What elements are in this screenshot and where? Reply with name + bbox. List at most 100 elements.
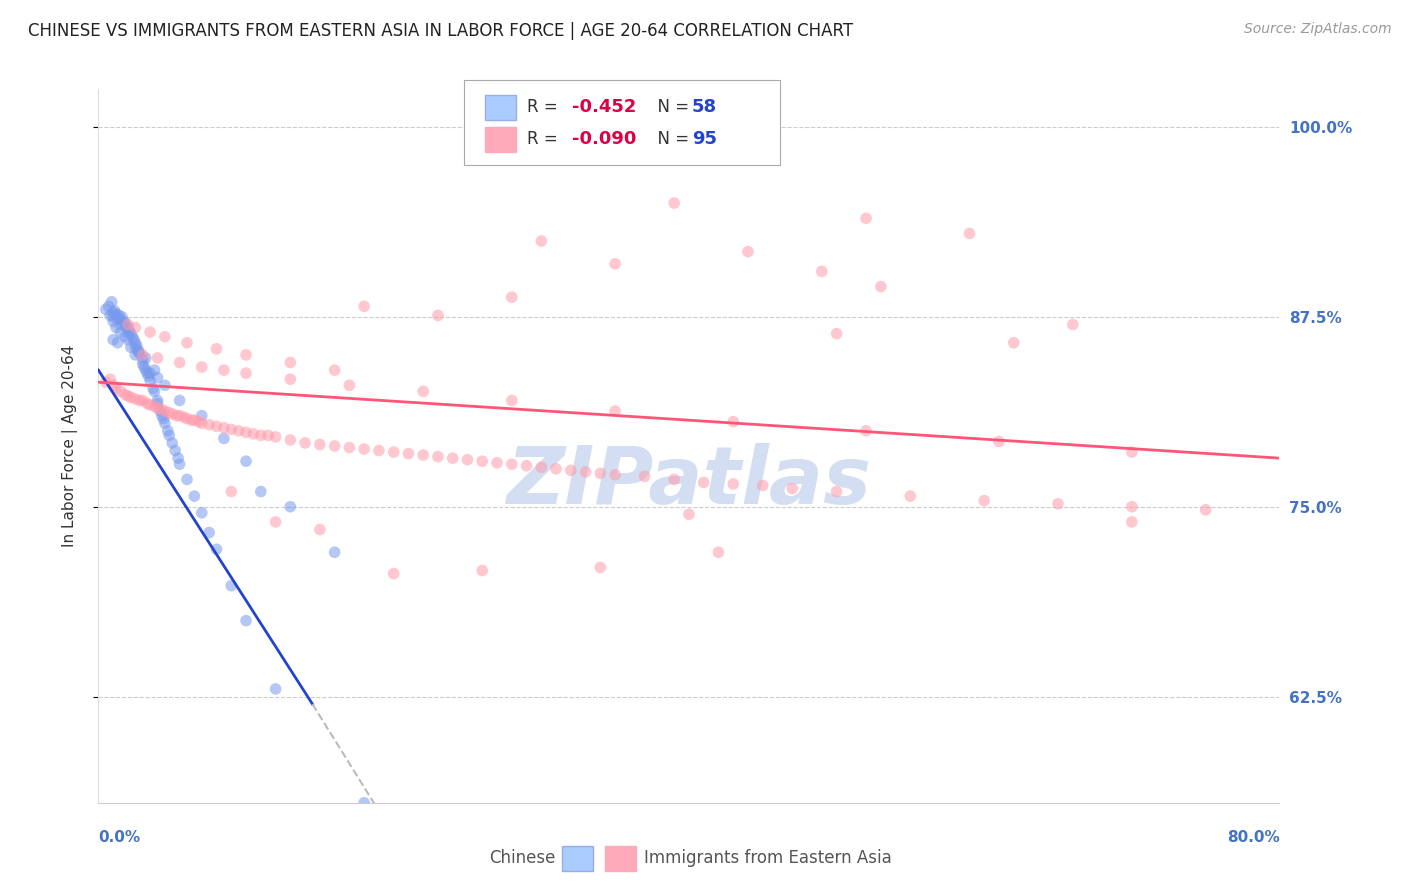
Point xyxy=(162,436,183,450)
Point xyxy=(987,434,1010,449)
Point xyxy=(138,369,160,384)
Point xyxy=(574,465,596,479)
Point xyxy=(560,463,582,477)
Point xyxy=(162,407,183,421)
Point xyxy=(250,484,273,499)
Point xyxy=(1121,500,1143,514)
Point xyxy=(198,417,221,432)
Point xyxy=(191,416,214,430)
Point xyxy=(501,290,523,304)
Point xyxy=(191,409,214,423)
Point xyxy=(1121,515,1143,529)
Point xyxy=(103,333,125,347)
Point xyxy=(169,409,191,423)
Text: R =: R = xyxy=(527,130,564,148)
Point xyxy=(212,421,235,435)
Text: 80.0%: 80.0% xyxy=(1226,830,1279,845)
Point xyxy=(167,451,190,466)
Point xyxy=(959,227,981,241)
Point xyxy=(219,579,242,593)
Point xyxy=(235,614,257,628)
Point xyxy=(173,410,195,425)
Point xyxy=(515,458,537,473)
Point xyxy=(139,366,162,380)
Point xyxy=(143,384,166,399)
Point xyxy=(124,320,146,334)
Point xyxy=(135,351,157,365)
Point xyxy=(110,325,132,339)
Point xyxy=(124,348,146,362)
Point xyxy=(153,329,176,343)
Point xyxy=(339,441,360,455)
Point xyxy=(132,352,155,367)
Point xyxy=(117,318,139,332)
Text: CHINESE VS IMMIGRANTS FROM EASTERN ASIA IN LABOR FORCE | AGE 20-64 CORRELATION C: CHINESE VS IMMIGRANTS FROM EASTERN ASIA … xyxy=(28,22,853,40)
Y-axis label: In Labor Force | Age 20-64: In Labor Force | Age 20-64 xyxy=(62,345,77,547)
Point xyxy=(136,396,159,410)
Point xyxy=(165,443,187,458)
Point xyxy=(118,324,141,338)
Point xyxy=(153,378,176,392)
Text: Source: ZipAtlas.com: Source: ZipAtlas.com xyxy=(1244,22,1392,37)
Point xyxy=(146,393,169,408)
Point xyxy=(183,413,205,427)
Point xyxy=(132,348,155,362)
Point xyxy=(187,415,209,429)
Text: 0.0%: 0.0% xyxy=(98,830,141,845)
Point xyxy=(339,378,360,392)
Point xyxy=(257,428,280,442)
Point xyxy=(122,333,145,347)
Point xyxy=(1002,335,1025,350)
Point xyxy=(198,525,221,540)
Point xyxy=(169,393,191,408)
Point xyxy=(134,359,156,374)
Point xyxy=(117,320,139,334)
Point xyxy=(664,472,686,486)
Point xyxy=(124,340,146,354)
Point xyxy=(176,472,198,486)
Point xyxy=(114,329,136,343)
Point xyxy=(456,452,478,467)
Point xyxy=(751,478,773,492)
Point xyxy=(855,424,877,438)
Point xyxy=(471,564,494,578)
Point xyxy=(150,402,173,417)
Point xyxy=(98,309,121,323)
Point xyxy=(105,307,128,321)
Point xyxy=(589,467,612,481)
Point xyxy=(98,372,121,386)
Point xyxy=(120,326,142,341)
Point xyxy=(501,393,523,408)
Point xyxy=(264,515,287,529)
Point xyxy=(605,257,627,271)
Point xyxy=(707,545,730,559)
Point xyxy=(212,363,235,377)
Point xyxy=(149,404,172,418)
Text: 58: 58 xyxy=(692,98,717,117)
Point xyxy=(900,489,922,503)
Point xyxy=(108,309,131,323)
Point xyxy=(382,566,405,581)
Point xyxy=(737,244,759,259)
Point xyxy=(1121,445,1143,459)
Point xyxy=(396,447,419,461)
Point xyxy=(107,335,129,350)
Point xyxy=(228,424,250,438)
Point xyxy=(176,335,198,350)
Point xyxy=(810,264,832,278)
Point xyxy=(382,445,405,459)
Text: -0.452: -0.452 xyxy=(572,98,637,117)
Point xyxy=(107,311,129,326)
Point xyxy=(309,523,332,537)
Point xyxy=(128,393,150,408)
Text: Chinese: Chinese xyxy=(489,849,555,867)
Point xyxy=(146,396,169,410)
Point xyxy=(278,500,302,514)
Point xyxy=(105,381,128,395)
Point xyxy=(471,454,494,468)
Point xyxy=(530,460,553,475)
Point xyxy=(103,378,125,392)
Point xyxy=(323,545,346,559)
Point xyxy=(115,320,138,334)
Point xyxy=(183,489,205,503)
